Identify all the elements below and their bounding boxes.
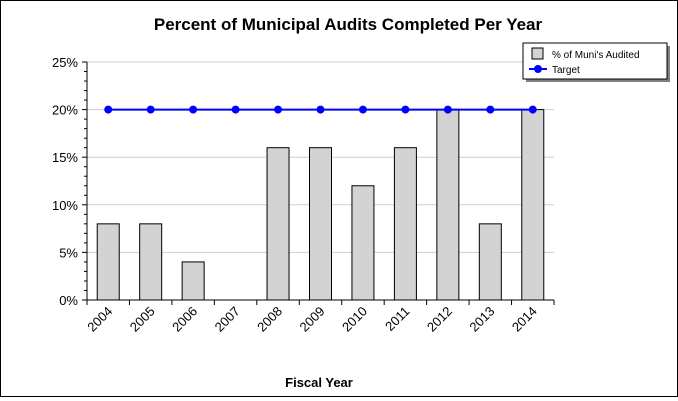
x-tick-label: 2004 (84, 304, 115, 335)
bar (96, 223, 120, 301)
bar (521, 109, 545, 301)
target-point (486, 105, 495, 114)
legend-label-target: Target (552, 65, 580, 76)
target-point (358, 105, 367, 114)
y-tick-label: 5% (59, 245, 78, 260)
bar (436, 109, 460, 301)
y-tick-label: 15% (52, 150, 78, 165)
target-point (231, 105, 240, 114)
x-tick-label: 2013 (466, 304, 497, 335)
x-tick-label: 2014 (509, 304, 540, 335)
target-point (104, 105, 113, 114)
bar (309, 147, 332, 301)
y-axis: 0% 5% 10% 15% 20% 25% (52, 55, 88, 308)
target-point (401, 105, 410, 114)
x-axis-label: Fiscal Year (285, 375, 353, 390)
legend: % of Muni's Audited Target (522, 42, 670, 82)
target-point (316, 105, 325, 114)
bar (393, 147, 417, 301)
x-tick-label: 2007 (212, 304, 243, 335)
x-tick-label: 2010 (339, 304, 370, 335)
x-tick-label: 2009 (297, 304, 328, 335)
legend-box (522, 42, 668, 80)
bar (478, 223, 502, 301)
y-tick-label: 0% (59, 293, 78, 308)
x-axis: 2004 2005 2006 2007 2008 2009 2010 2011 2012 2013… (84, 299, 555, 335)
x-tick-label: 2008 (254, 304, 285, 335)
x-tick-label: 2012 (424, 304, 455, 335)
y-tick-label: 25% (52, 55, 78, 70)
y-tick-label: 10% (52, 198, 78, 213)
y-tick-label: 20% (52, 103, 78, 118)
target-point (274, 105, 283, 114)
bar (266, 147, 290, 301)
target-point (189, 105, 198, 114)
x-tick-label: 2011 (382, 304, 412, 334)
bar (351, 185, 375, 301)
bar (181, 261, 205, 301)
target-point (443, 105, 452, 114)
chart-title: Percent of Municipal Audits Completed Pe… (154, 15, 543, 34)
x-tick-label: 2006 (169, 304, 200, 335)
bar (139, 223, 163, 301)
target-point (528, 105, 537, 114)
legend-bar-swatch (531, 47, 544, 60)
x-tick-label: 2005 (127, 304, 158, 335)
target-line-series (104, 105, 537, 114)
legend-label-bars: % of Muni's Audited (552, 50, 640, 61)
bars (96, 109, 545, 301)
target-point (146, 105, 155, 114)
legend-line-marker (534, 65, 542, 73)
